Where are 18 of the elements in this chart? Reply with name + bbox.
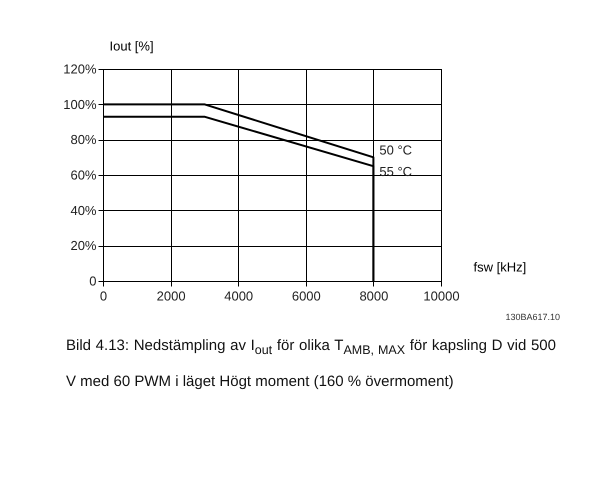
y-tick-label: 60% [70, 168, 97, 182]
x-tick-label: 10000 [423, 288, 460, 304]
y-tick-label: 40% [70, 202, 97, 218]
text: 130BA617.10 [504, 312, 560, 322]
x-axis-title: fsw [kHz] [474, 260, 526, 274]
y-tick-label: 100% [63, 96, 97, 112]
y-tick-label: 20% [70, 238, 97, 254]
text: Bild 4.13: Nedstämpling av I$_{out}$ för olika T$_{AMB, MAX}$ för kapsling D vid 500 V med 60 PWM i läget Högt moment (160 % övermoment) [66, 337, 556, 390]
series-label: 50 °C [379, 142, 412, 158]
x-tick-label: 2000 [156, 288, 186, 304]
y-tick-label: 0 [89, 274, 96, 288]
x-tick-label: 6000 [292, 288, 321, 304]
y-tick-label: 80% [70, 132, 97, 148]
x-tick-label: 4000 [224, 288, 254, 304]
x-tick-label: 8000 [359, 288, 388, 304]
y-tick-label: 120% [63, 62, 97, 76]
y-axis-title: Iout [%] [110, 38, 154, 54]
x-tick-label: 0 [100, 288, 108, 304]
